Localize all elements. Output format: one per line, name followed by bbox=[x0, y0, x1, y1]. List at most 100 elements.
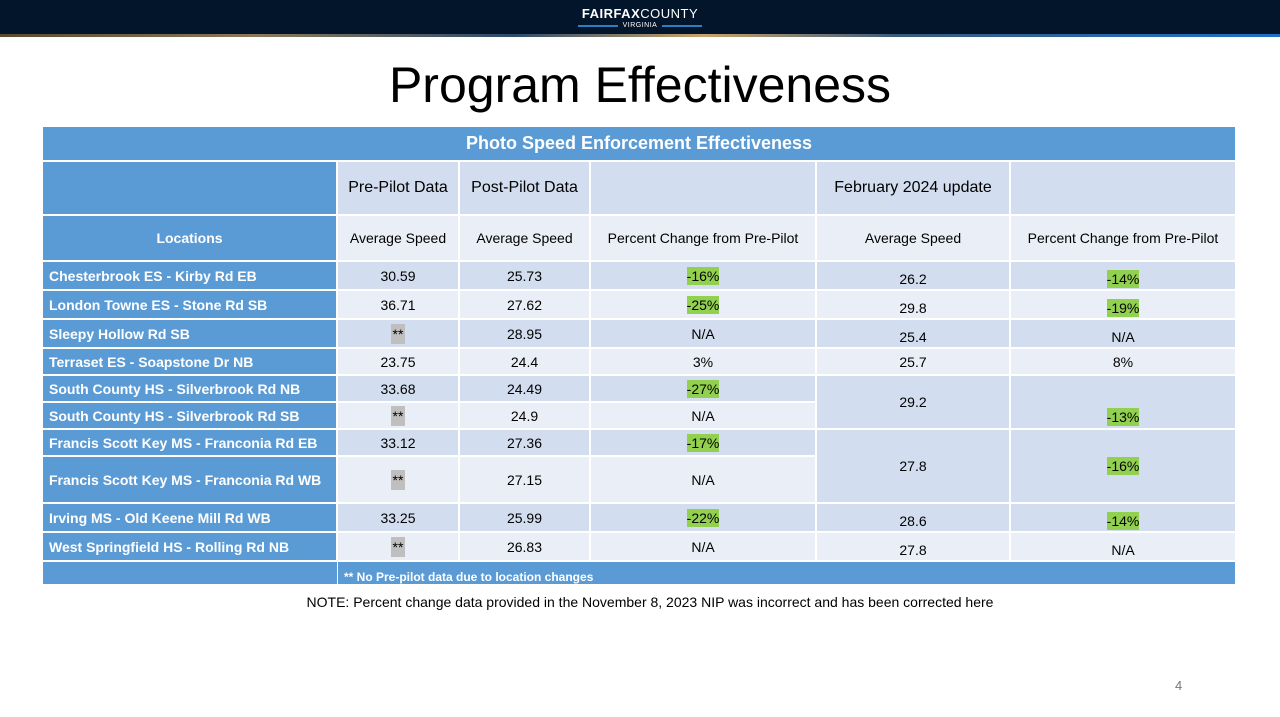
pre-pilot-speed: 30.59 bbox=[338, 262, 460, 291]
group-header: Post-Pilot Data bbox=[460, 162, 591, 216]
location-cell: London Towne ES - Stone Rd SB bbox=[43, 291, 338, 320]
post-pilot-speed: 24.49 bbox=[460, 376, 591, 403]
table-row: South County HS - Silverbrook Rd SB ** 24.… bbox=[43, 403, 1237, 430]
post-pilot-speed-value: 27.15 bbox=[506, 471, 543, 488]
feb-2024-percent-change-value: -19% bbox=[1106, 299, 1140, 317]
location-cell: Francis Scott Key MS - Franconia Rd WB bbox=[43, 457, 338, 504]
table-title: Photo Speed Enforcement Effectiveness bbox=[43, 127, 1237, 162]
location-cell-value: Sleepy Hollow Rd SB bbox=[49, 325, 190, 342]
location-cell: South County HS - Silverbrook Rd SB bbox=[43, 403, 338, 430]
column-header: Average Speed bbox=[338, 216, 460, 262]
pre-pilot-speed-value: ** bbox=[390, 536, 406, 557]
table-row: West Springfield HS - Rolling Rd NB ** 26.… bbox=[43, 533, 1237, 562]
post-pilot-speed: 25.73 bbox=[460, 262, 591, 291]
feb-2024-speed-value: 28.6 bbox=[899, 513, 927, 529]
percent-change-value: -17% bbox=[686, 433, 720, 452]
column-header: Percent Change from Pre-Pilot bbox=[591, 216, 817, 262]
feb-2024-speed: 26.2 bbox=[817, 262, 1011, 291]
location-cell-value: South County HS - Silverbrook Rd SB bbox=[49, 407, 300, 424]
post-pilot-speed: 27.36 bbox=[460, 430, 591, 457]
pre-pilot-speed-value: 33.12 bbox=[380, 434, 416, 451]
post-pilot-speed: 27.15 bbox=[460, 457, 591, 504]
table-row: Chesterbrook ES - Kirby Rd EB 30.59 25.73 -… bbox=[43, 262, 1237, 291]
pre-pilot-speed: 33.12 bbox=[338, 430, 460, 457]
feb-2024-percent-change-value: N/A bbox=[1111, 542, 1135, 558]
feb-2024-speed: 28.6 bbox=[817, 504, 1011, 533]
pre-pilot-speed: 33.25 bbox=[338, 504, 460, 533]
post-pilot-speed: 28.95 bbox=[460, 320, 591, 349]
location-cell: Chesterbrook ES - Kirby Rd EB bbox=[43, 262, 338, 291]
correction-note: NOTE: Percent change data provided in th… bbox=[306, 594, 994, 610]
pre-pilot-speed: ** bbox=[338, 403, 460, 430]
percent-change: -16% bbox=[591, 262, 817, 291]
post-pilot-speed-value: 24.9 bbox=[510, 407, 539, 424]
percent-change-value: -22% bbox=[686, 508, 720, 527]
feb-2024-percent-change: 8% bbox=[1011, 349, 1237, 376]
banner-photo-strip bbox=[0, 34, 1280, 37]
percent-change: N/A bbox=[591, 533, 817, 562]
location-cell: Sleepy Hollow Rd SB bbox=[43, 320, 338, 349]
pre-pilot-speed: ** bbox=[338, 320, 460, 349]
group-header: February 2024 update bbox=[817, 162, 1011, 216]
header-blank bbox=[1011, 162, 1237, 216]
pre-pilot-speed-value: ** bbox=[390, 469, 406, 490]
location-cell-value: London Towne ES - Stone Rd SB bbox=[49, 296, 268, 313]
table-row: Terraset ES - Soapstone Dr NB 23.75 24.4 3%… bbox=[43, 349, 1237, 376]
post-pilot-speed-value: 27.36 bbox=[506, 434, 543, 451]
pre-pilot-speed: ** bbox=[338, 457, 460, 504]
percent-change: -25% bbox=[591, 291, 817, 320]
percent-change: -17% bbox=[591, 430, 817, 457]
table-row: Irving MS - Old Keene Mill Rd WB 33.25 25.… bbox=[43, 504, 1237, 533]
logo-subtext: VIRGINIA bbox=[622, 22, 658, 29]
header-blank bbox=[591, 162, 817, 216]
column-header: Locations bbox=[43, 216, 338, 262]
pre-pilot-speed-value: 33.68 bbox=[380, 380, 416, 397]
feb-2024-percent-change: -16% bbox=[1011, 430, 1237, 504]
feb-2024-percent-change: -14% bbox=[1011, 504, 1237, 533]
logo-text-2: COUNTY bbox=[640, 6, 699, 21]
location-cell: Francis Scott Key MS - Franconia Rd EB bbox=[43, 430, 338, 457]
column-header: Average Speed bbox=[460, 216, 591, 262]
post-pilot-speed-value: 25.99 bbox=[506, 509, 543, 526]
feb-2024-percent-change-value: N/A bbox=[1111, 329, 1135, 345]
percent-change-value: N/A bbox=[691, 538, 715, 555]
table-row: South County HS - Silverbrook Rd NB 33.68… bbox=[43, 376, 1237, 430]
post-pilot-speed-value: 25.73 bbox=[506, 267, 543, 284]
location-cell: Terraset ES - Soapstone Dr NB bbox=[43, 349, 338, 376]
column-header: Average Speed bbox=[817, 216, 1011, 262]
post-pilot-speed: 24.9 bbox=[460, 403, 591, 430]
feb-2024-speed: 27.8 bbox=[817, 533, 1011, 562]
feb-2024-speed-value: 25.7 bbox=[899, 353, 927, 370]
percent-change: -22% bbox=[591, 504, 817, 533]
percent-change: -27% bbox=[591, 376, 817, 403]
pre-pilot-speed: 36.71 bbox=[338, 291, 460, 320]
footnote-blank bbox=[43, 562, 338, 586]
pre-pilot-speed-value: ** bbox=[390, 405, 406, 426]
pre-pilot-speed: 33.68 bbox=[338, 376, 460, 403]
feb-2024-percent-change-value: 8% bbox=[1112, 353, 1134, 370]
percent-change-value: -25% bbox=[686, 295, 720, 314]
footnote: ** No Pre-pilot data due to location cha… bbox=[338, 562, 1237, 586]
table-row: Sleepy Hollow Rd SB ** 28.95 N/A 25.4 N/A bbox=[43, 320, 1237, 349]
pre-pilot-speed-value: 30.59 bbox=[380, 267, 416, 284]
fairfax-county-logo: FAIRFAXCOUNTY VIRGINIA bbox=[0, 6, 1280, 29]
logo-text: FAIRFAX bbox=[581, 6, 641, 21]
table-row: London Towne ES - Stone Rd SB 36.71 27.62 -… bbox=[43, 291, 1237, 320]
post-pilot-speed-value: 27.62 bbox=[506, 296, 543, 313]
feb-2024-speed-value: 25.4 bbox=[899, 329, 927, 345]
feb-2024-percent-change: -13% bbox=[1011, 376, 1237, 430]
post-pilot-speed: 24.4 bbox=[460, 349, 591, 376]
location-cell-value: Francis Scott Key MS - Franconia Rd EB bbox=[49, 434, 318, 451]
post-pilot-speed-value: 24.49 bbox=[506, 380, 543, 397]
feb-2024-speed: 27.8 bbox=[817, 430, 1011, 504]
pre-pilot-speed-value: 23.75 bbox=[380, 353, 416, 370]
location-cell: Irving MS - Old Keene Mill Rd WB bbox=[43, 504, 338, 533]
header-blank bbox=[43, 162, 338, 216]
location-cell-value: West Springfield HS - Rolling Rd NB bbox=[49, 538, 290, 555]
percent-change-value: -27% bbox=[686, 379, 720, 398]
feb-2024-percent-change-value: -13% bbox=[1106, 408, 1140, 426]
percent-change: 3% bbox=[591, 349, 817, 376]
percent-change-value: N/A bbox=[691, 471, 715, 488]
feb-2024-percent-change-value: -14% bbox=[1106, 270, 1140, 288]
page-number: 4 bbox=[1175, 678, 1183, 693]
